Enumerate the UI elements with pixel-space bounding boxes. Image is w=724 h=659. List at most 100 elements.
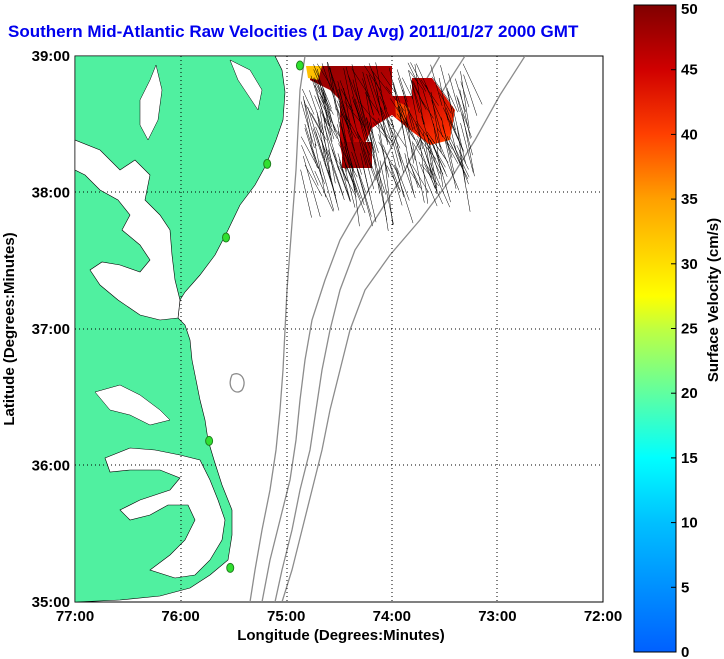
- colorbar-label: Surface Velocity (cm/s): [705, 218, 722, 382]
- velocity-vector: [348, 75, 359, 101]
- velocity-vector: [423, 132, 432, 178]
- velocity-vector: [356, 131, 371, 156]
- velocity-vector: [316, 111, 327, 166]
- velocity-vector: [305, 104, 322, 134]
- radar-station-marker: [222, 232, 231, 243]
- velocity-vector: [419, 139, 428, 204]
- velocity-vector: [370, 139, 381, 194]
- velocity-vector: [402, 89, 414, 131]
- velocity-vector: [408, 158, 419, 188]
- radar-station-marker: [263, 158, 272, 169]
- velocity-vector: [379, 160, 394, 225]
- colorbar: [633, 4, 677, 653]
- pamlico-sound: [104, 447, 226, 579]
- velocity-vector: [397, 146, 416, 199]
- velocity-vector: [304, 164, 323, 197]
- colorbar-tick-label: 10: [681, 515, 698, 532]
- velocity-vector: [404, 153, 414, 194]
- velocity-vector: [354, 98, 371, 145]
- velocity-vector: [339, 80, 351, 108]
- velocity-vector: [317, 79, 329, 105]
- velocity-vector: [380, 123, 393, 149]
- velocity-vector: [356, 87, 372, 141]
- y-tick-label: 39:00: [32, 48, 70, 65]
- colorbar-tick-label: 45: [681, 62, 698, 79]
- velocity-vector: [362, 71, 374, 116]
- y-tick-label: 37:00: [32, 321, 70, 338]
- velocity-vector: [462, 63, 483, 105]
- velocity-vector: [447, 90, 458, 113]
- velocity-vector: [463, 74, 478, 116]
- velocity-vector: [432, 146, 448, 177]
- radar-station-marker: [226, 562, 235, 573]
- velocity-vector: [453, 145, 469, 185]
- x-tick-labels: 77:00 76:00 75:00 74:00 73:00 72:00: [56, 608, 622, 625]
- velocity-vector: [319, 96, 339, 136]
- velocity-vector: [396, 168, 410, 201]
- y-axis-label: Latitude (Degrees:Minutes): [1, 232, 18, 425]
- velocity-vector: [444, 140, 457, 189]
- velocity-vector: [336, 100, 350, 130]
- velocity-vector: [303, 155, 321, 218]
- velocity-vector: [422, 90, 441, 148]
- velocity-vector: [351, 163, 360, 227]
- velocity-vector: [436, 127, 453, 150]
- velocity-vector: [407, 62, 419, 84]
- velocity-vector: [376, 89, 389, 145]
- velocity-vector: [318, 97, 332, 123]
- colorbar-tick-label: 25: [681, 321, 698, 338]
- velocity-vector: [456, 125, 466, 185]
- velocity-vector: [303, 99, 317, 147]
- velocity-vector: [430, 64, 443, 106]
- velocity-vector: [370, 69, 391, 95]
- velocity-vector: [405, 165, 422, 190]
- velocity-vector: [344, 167, 356, 208]
- velocity-vector: [315, 131, 336, 197]
- velocity-vector: [438, 77, 449, 121]
- velocity-vector: [345, 164, 366, 214]
- velocity-vector: [380, 106, 401, 149]
- velocity-vector: [393, 85, 411, 133]
- velocity-vector: [329, 67, 340, 128]
- velocity-vector: [420, 79, 439, 106]
- velocity-vector: [398, 77, 416, 129]
- velocity-vector: [439, 92, 452, 114]
- y-tick-label: 36:00: [32, 458, 70, 475]
- velocity-vector: [448, 73, 460, 112]
- velocity-vector: [459, 89, 471, 139]
- velocity-vector: [351, 151, 366, 193]
- velocity-vector: [388, 161, 403, 206]
- velocity-vector: [338, 161, 350, 186]
- velocity-vector: [442, 107, 461, 145]
- velocity-vector: [322, 144, 332, 181]
- velocity-vector: [439, 144, 460, 191]
- velocity-vector: [339, 159, 351, 201]
- velocity-vector: [368, 121, 379, 153]
- velocity-vector: [351, 96, 373, 154]
- velocity-vector: [337, 94, 348, 151]
- velocity-vector: [375, 62, 386, 111]
- velocity-vector: [418, 161, 438, 207]
- velocity-vector: [447, 88, 456, 131]
- radar-stations: [205, 60, 304, 573]
- x-axis-label: Longitude (Degrees:Minutes): [237, 627, 445, 644]
- velocity-vector: [383, 107, 402, 164]
- velocity-vector: [401, 109, 421, 151]
- velocity-vector: [312, 128, 333, 187]
- radar-station-marker: [295, 60, 304, 71]
- y-tick-label: 38:00: [32, 185, 70, 202]
- velocity-vector: [430, 91, 442, 153]
- velocity-vector: [320, 104, 338, 163]
- velocity-vector: [302, 96, 313, 144]
- velocity-vector: [343, 68, 356, 124]
- x-tick-label: 76:00: [161, 608, 199, 625]
- velocity-vector: [314, 170, 334, 212]
- velocity-vector: [362, 78, 374, 115]
- velocity-vector: [396, 113, 415, 140]
- velocity-vector: [416, 120, 434, 146]
- velocity-vector: [319, 110, 331, 174]
- velocity-vector: [411, 141, 425, 203]
- velocity-vector: [378, 134, 390, 178]
- x-tick-label: 73:00: [478, 608, 516, 625]
- velocity-vector: [441, 117, 455, 174]
